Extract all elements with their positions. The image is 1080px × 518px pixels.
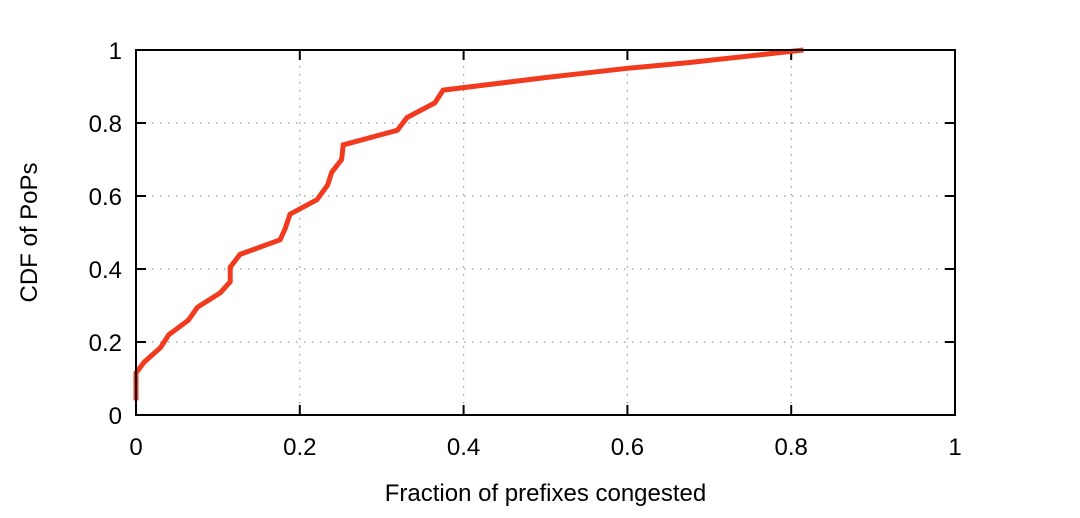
x-tick-label: 0.2 [283, 434, 316, 461]
x-tick-label: 0.6 [611, 434, 644, 461]
x-tick-labels: 0 0.2 0.4 0.6 0.8 1 [129, 434, 961, 461]
plot-frame [135, 49, 956, 416]
y-tick-label: 1 [109, 38, 122, 65]
x-axis-label: Fraction of prefixes congested [385, 480, 707, 507]
x-tick-label: 0.4 [447, 434, 480, 461]
gridlines [136, 50, 955, 415]
axis-ticks [135, 49, 956, 416]
cdf-line [133, 47, 804, 401]
y-tick-label: 0.8 [89, 111, 122, 138]
data-series [133, 47, 804, 401]
y-tick-label: 0.4 [89, 257, 122, 284]
x-tick-label: 1 [948, 434, 961, 461]
y-axis-label: CDF of PoPs [16, 162, 43, 302]
y-tick-label: 0.6 [89, 184, 122, 211]
x-tick-label: 0.8 [775, 434, 808, 461]
x-tick-label: 0 [129, 434, 142, 461]
y-tick-label: 0 [109, 403, 122, 430]
y-tick-labels: 0 0.2 0.4 0.6 0.8 1 [89, 38, 122, 430]
y-tick-label: 0.2 [89, 330, 122, 357]
